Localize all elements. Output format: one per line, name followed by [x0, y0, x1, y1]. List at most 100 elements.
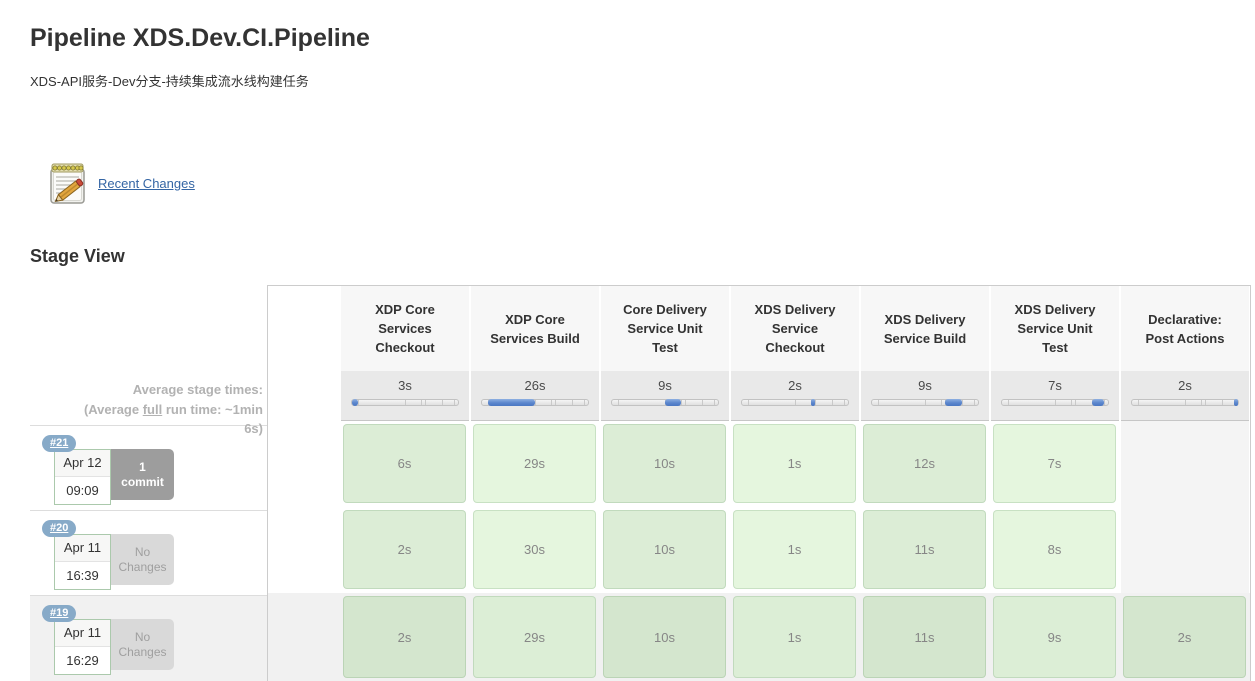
build-date-box[interactable]: Apr 12 09:09 [54, 449, 111, 505]
stage-average-time: 26s [524, 378, 546, 393]
stage-duration-cell[interactable]: 1s [733, 596, 856, 678]
stage-cell: 11s [860, 507, 990, 593]
stage-view: Average stage times: (Average full run t… [30, 281, 1255, 681]
stage-duration-cell[interactable]: 2s [1123, 596, 1246, 678]
stage-header-label: XDP Core Services Build [471, 286, 599, 371]
build-changes-box[interactable]: No Changes [111, 534, 174, 585]
stage-duration-cell[interactable]: 8s [993, 510, 1116, 589]
bar-tick [877, 400, 879, 405]
stage-cell: 10s [600, 593, 730, 681]
stage-average-time: 2s [1178, 378, 1192, 393]
stage-cell: 1s [730, 593, 860, 681]
bar-fill [487, 399, 535, 406]
stage-duration-cell[interactable]: 10s [603, 424, 726, 503]
stage-cell: 10s [600, 421, 730, 507]
recent-changes: Recent Changes [48, 160, 195, 206]
stage-cell: 6s [340, 421, 470, 507]
stage-cell: 29s [470, 421, 600, 507]
stage-average-cell: 2s [730, 371, 860, 421]
stage-header-cell: Declarative: Post Actions [1120, 286, 1250, 371]
stage-cell: 30s [470, 507, 600, 593]
bar-fill [945, 399, 962, 406]
bar-tick [617, 400, 619, 405]
bar-fill [665, 399, 682, 406]
build-number-badge[interactable]: #21 [42, 435, 77, 452]
build-row: #21 Apr 12 09:09 1 commit [30, 425, 267, 510]
stage-cell [1120, 507, 1250, 593]
bar-tick [1071, 400, 1073, 405]
bar-tick [844, 400, 846, 405]
stage-cell: 1s [730, 421, 860, 507]
stage-empty-cell [1121, 507, 1249, 593]
stage-duration-cell[interactable]: 30s [473, 510, 596, 589]
stage-header-cell: XDP Core Services Build [470, 286, 600, 371]
stage-duration-cell[interactable]: 10s [603, 596, 726, 678]
bar-tick [535, 400, 536, 405]
stage-header-label: XDS Delivery Service Build [861, 286, 989, 371]
full-run-link: full [142, 401, 163, 417]
stage-duration-cell[interactable]: 1s [733, 424, 856, 503]
stage-duration-cell[interactable]: 29s [473, 596, 596, 678]
stage-average-cell: 9s [600, 371, 730, 421]
bar-tick [421, 400, 423, 405]
bar-tick [795, 400, 796, 405]
stage-cell: 10s [600, 507, 730, 593]
bar-tick [1137, 400, 1139, 405]
build-date: Apr 11 [55, 535, 110, 562]
stage-duration-cell[interactable]: 29s [473, 424, 596, 503]
stage-average-time: 9s [658, 378, 672, 393]
stage-average-bar [351, 399, 459, 406]
bar-tick [681, 400, 683, 405]
stage-average-bar [1001, 399, 1109, 406]
build-row: #19 Apr 11 16:29 No Changes [30, 595, 267, 681]
stage-cell: 2s [340, 507, 470, 593]
stage-duration-cell[interactable]: 9s [993, 596, 1116, 678]
build-list-panel: Average stage times: (Average full run t… [30, 281, 267, 681]
bar-tick [1201, 400, 1203, 405]
stage-duration-cell[interactable]: 2s [343, 596, 466, 678]
build-date-box[interactable]: Apr 11 16:29 [54, 619, 111, 675]
bar-tick [1185, 400, 1186, 405]
build-changes-box[interactable]: No Changes [111, 619, 174, 670]
build-number-badge[interactable]: #19 [42, 605, 77, 622]
stage-cell [1120, 421, 1250, 507]
stage-duration-cell[interactable]: 10s [603, 510, 726, 589]
stage-average-cell: 2s [1120, 371, 1250, 421]
bar-tick [357, 400, 359, 405]
stage-duration-cell[interactable]: 11s [863, 510, 986, 589]
average-note-line1: Average stage times: [132, 382, 263, 397]
average-note-line2: (Average full run time: ~1min [83, 401, 263, 417]
bar-fill [352, 399, 358, 406]
bar-tick [1104, 400, 1106, 405]
build-row: #20 Apr 11 16:39 No Changes [30, 510, 267, 595]
stage-duration-cell[interactable]: 12s [863, 424, 986, 503]
bar-tick [747, 400, 749, 405]
build-number-badge[interactable]: #20 [42, 520, 77, 537]
stage-header-cell: XDP Core Services Checkout [340, 286, 470, 371]
stage-average-bar [481, 399, 589, 406]
bar-tick [941, 400, 943, 405]
bar-tick [685, 400, 687, 405]
bar-tick [831, 400, 833, 405]
build-date-box[interactable]: Apr 11 16:39 [54, 534, 111, 590]
stage-view-heading: Stage View [30, 246, 125, 266]
stage-header-label: Declarative: Post Actions [1121, 286, 1249, 371]
stage-cell: 11s [860, 593, 990, 681]
bar-tick [1205, 400, 1207, 405]
bar-tick [1055, 400, 1056, 405]
build-changes-box[interactable]: 1 commit [111, 449, 174, 500]
stage-average-bar [871, 399, 979, 406]
stage-header-label: Core Delivery Service Unit Test [601, 286, 729, 371]
bar-tick [551, 400, 553, 405]
stage-duration-cell[interactable]: 2s [343, 510, 466, 589]
stage-cell: 29s [470, 593, 600, 681]
stage-duration-cell[interactable]: 1s [733, 510, 856, 589]
recent-changes-link[interactable]: Recent Changes [98, 175, 195, 191]
stage-duration-cell[interactable]: 7s [993, 424, 1116, 503]
bar-tick [1075, 400, 1077, 405]
build-time: 16:39 [66, 568, 99, 583]
bar-tick [701, 400, 703, 405]
stage-duration-cell[interactable]: 6s [343, 424, 466, 503]
stage-duration-cell[interactable]: 11s [863, 596, 986, 678]
